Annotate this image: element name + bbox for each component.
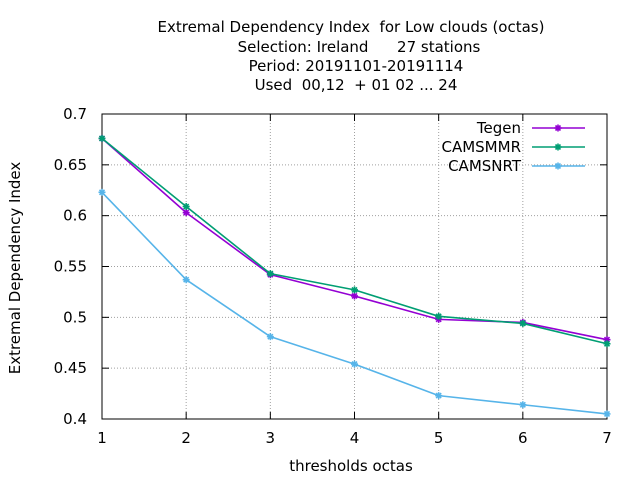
data-point-d2 <box>351 361 358 368</box>
x-tick-label: 3 <box>266 429 276 447</box>
data-point-d2 <box>435 313 442 320</box>
data-point <box>98 188 106 196</box>
y-tick-label: 0.5 <box>63 308 87 326</box>
data-point <box>519 319 527 327</box>
x-tick-label: 2 <box>181 429 191 447</box>
data-point-d2 <box>435 392 442 399</box>
chart-title: Extremal Dependency Index for Low clouds… <box>158 18 545 94</box>
data-point <box>266 333 274 341</box>
data-point-d2 <box>351 286 358 293</box>
title-line-4: Used 00,12 + 01 02 ... 24 <box>255 76 458 94</box>
title-line-3: Period: 20191101-20191114 <box>249 57 464 75</box>
data-point <box>554 124 562 132</box>
data-point-d2 <box>554 162 562 170</box>
title-line-2: Selection: Ireland 27 stations <box>238 38 481 56</box>
y-tick-label: 0.55 <box>54 258 87 276</box>
data-point <box>519 401 527 409</box>
data-point-d2 <box>98 189 106 196</box>
data-point <box>554 162 562 170</box>
data-point <box>554 143 562 151</box>
grid-lines <box>102 114 607 419</box>
y-tick-label: 0.7 <box>63 105 87 123</box>
data-point-d2 <box>98 135 106 142</box>
data-point-d2 <box>351 292 358 300</box>
data-point <box>182 276 190 284</box>
data-point <box>603 410 611 418</box>
data-point-d2 <box>603 410 611 417</box>
data-point-d2 <box>267 270 274 277</box>
data-point <box>351 286 358 294</box>
axis-ticks <box>101 113 608 420</box>
data-point-d2 <box>519 401 526 408</box>
y-tick-label: 0.6 <box>63 207 87 225</box>
tick-labels: 1 2 3 4 5 6 7 0.4 0.45 0.5 0.55 0.6 0.65 0.7 <box>54 105 612 447</box>
y-tick-label: 0.4 <box>63 410 87 428</box>
data-point-d2 <box>183 203 190 210</box>
data-point <box>98 134 106 142</box>
data-point <box>603 340 611 348</box>
series-layer <box>98 134 611 418</box>
data-point-d2 <box>603 340 611 347</box>
data-point-d2 <box>267 333 274 340</box>
legend-label: CAMSMMR <box>441 138 521 156</box>
data-point-d2 <box>554 143 562 151</box>
series-camsmmr <box>98 134 611 348</box>
y-tick-label: 0.65 <box>54 156 87 174</box>
data-point-d2 <box>183 276 190 283</box>
data-point <box>351 360 358 368</box>
y-axis-label: Extremal Dependency Index <box>6 162 24 375</box>
data-point <box>435 312 443 320</box>
data-point-d2 <box>183 209 190 216</box>
data-point-d2 <box>519 320 526 327</box>
x-tick-label: 7 <box>602 429 612 447</box>
legend-label: CAMSNRT <box>448 157 522 175</box>
legend-label: Tegen <box>476 119 521 137</box>
data-point <box>351 292 358 300</box>
series-camsnrt <box>98 188 611 418</box>
x-tick-label: 6 <box>518 429 528 447</box>
y-tick-label: 0.45 <box>54 359 87 377</box>
data-point <box>182 209 190 217</box>
x-tick-label: 4 <box>350 429 360 447</box>
data-point <box>182 203 190 211</box>
x-axis-label: thresholds octas <box>289 457 413 475</box>
data-point <box>435 392 443 400</box>
x-tick-label: 5 <box>434 429 444 447</box>
x-tick-label: 1 <box>97 429 107 447</box>
title-line-1: Extremal Dependency Index for Low clouds… <box>158 18 545 36</box>
data-point-d2 <box>554 124 562 132</box>
data-point <box>266 270 274 278</box>
